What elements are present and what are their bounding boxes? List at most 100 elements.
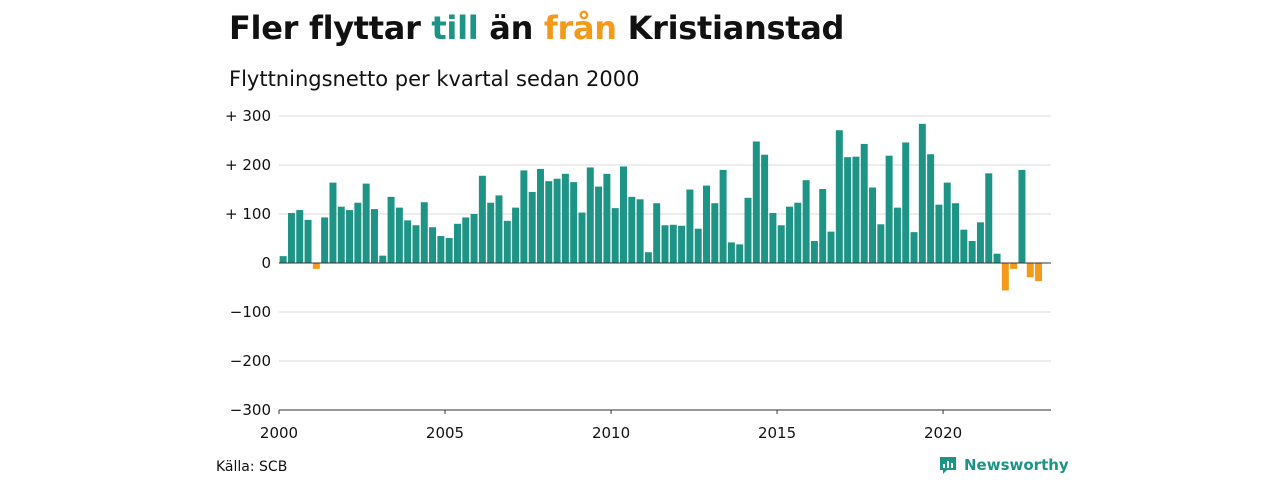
- bar-2021-q3: [993, 253, 1001, 263]
- y-tick-label: −100: [230, 303, 271, 321]
- bar-2010-q2: [620, 166, 627, 263]
- bar-2008-q2: [553, 178, 561, 263]
- bar-2002-q4: [370, 209, 378, 263]
- title-part-middle: än: [478, 9, 544, 47]
- title-part-end: Kristianstad: [616, 9, 845, 47]
- bar-2002-q3: [362, 183, 370, 263]
- bar-2008-q4: [570, 182, 578, 263]
- bar-2010-q1: [611, 208, 619, 263]
- bar-2010-q4: [636, 199, 644, 263]
- x-tick-label: 2020: [924, 424, 962, 442]
- bar-2009-q1: [578, 212, 586, 263]
- bar-2006-q2: [487, 202, 495, 263]
- bar-2001-q4: [337, 206, 345, 263]
- newsworthy-logo-icon: [940, 457, 956, 474]
- bar-2022-q1: [1010, 263, 1018, 269]
- bar-2008-q1: [545, 181, 553, 263]
- bar-2004-q1: [412, 225, 420, 263]
- bar-2012-q1: [678, 225, 686, 263]
- bar-2017-q4: [869, 187, 877, 263]
- title-part-start: Fler flyttar: [229, 9, 432, 47]
- bar-2019-q1: [910, 232, 918, 263]
- bar-2018-q4: [902, 142, 910, 263]
- y-tick-label: + 200: [225, 156, 271, 174]
- bar-2015-q3: [794, 202, 802, 263]
- bar-2003-q3: [395, 207, 403, 263]
- bar-2016-q4: [835, 130, 843, 263]
- bar-2020-q2: [952, 203, 960, 263]
- bar-2020-q1: [943, 182, 951, 263]
- y-tick-label: 0: [261, 254, 271, 272]
- bar-2020-q3: [960, 229, 968, 263]
- bar-2004-q3: [429, 227, 437, 263]
- bar-2004-q2: [420, 202, 428, 263]
- x-tick-labels: 2000 2005 2010 2015 2020: [260, 424, 962, 442]
- y-tick-label: + 100: [225, 205, 271, 223]
- bar-2002-q2: [354, 202, 362, 263]
- bar-2000-q4: [304, 219, 312, 263]
- x-tick-label: 2010: [592, 424, 630, 442]
- y-tick-label: + 300: [225, 107, 271, 125]
- bar-2014-q1: [744, 197, 752, 263]
- bar-2001-q1: [312, 263, 320, 269]
- bar-2011-q4: [669, 224, 677, 263]
- x-tick-label: 2000: [260, 424, 298, 442]
- bar-2006-q1: [478, 175, 486, 263]
- page-title: Fler flyttar till än från Kristianstad: [229, 6, 844, 50]
- bar-2003-q1: [379, 255, 387, 263]
- bar-2021-q4: [1001, 263, 1009, 291]
- bar-2018-q2: [885, 155, 893, 263]
- bar-2015-q2: [786, 206, 793, 263]
- bar-2021-q1: [976, 222, 984, 263]
- bar-2014-q4: [769, 213, 777, 263]
- bar-2005-q2: [453, 223, 461, 263]
- bar-2009-q4: [603, 173, 611, 263]
- bar-2011-q2: [653, 203, 661, 263]
- bar-2006-q3: [495, 195, 503, 263]
- bar-2009-q3: [595, 186, 603, 263]
- bar-2002-q1: [346, 210, 354, 263]
- bar-2001-q2: [321, 217, 329, 263]
- bar-2011-q1: [644, 252, 652, 263]
- bar-2016-q3: [827, 231, 835, 263]
- source-note: Källa: SCB: [216, 459, 288, 475]
- x-tick-label: 2015: [758, 424, 796, 442]
- bar-2000-q3: [296, 210, 304, 263]
- bar-2003-q4: [404, 220, 412, 263]
- y-tick-label: −200: [230, 352, 271, 370]
- bar-2022-q2: [1018, 169, 1026, 263]
- bar-2013-q2: [719, 169, 727, 263]
- bar-2010-q3: [628, 196, 636, 263]
- bar-2007-q2: [520, 170, 528, 263]
- bar-2009-q2: [586, 167, 594, 263]
- bar-2001-q3: [329, 182, 337, 263]
- bar-2013-q1: [711, 203, 719, 263]
- brand-name: Newsworthy: [964, 456, 1069, 474]
- bar-2014-q2: [752, 141, 760, 263]
- bar-2007-q4: [537, 168, 544, 263]
- bar-2012-q3: [694, 228, 702, 263]
- bar-2012-q2: [686, 189, 694, 263]
- bar-2022-q4: [1035, 263, 1043, 282]
- axis-lines: [278, 262, 1051, 414]
- bar-2000-q1: [279, 256, 287, 263]
- bar-2018-q1: [877, 224, 885, 263]
- bar-2019-q3: [927, 154, 935, 263]
- bar-2007-q1: [512, 207, 520, 263]
- bar-2014-q3: [761, 154, 769, 263]
- bar-2003-q2: [387, 196, 395, 263]
- bar-2015-q1: [777, 225, 785, 263]
- bar-2012-q4: [703, 185, 710, 263]
- y-tick-label: −300: [230, 401, 271, 419]
- bar-2011-q3: [661, 225, 669, 263]
- bar-2013-q3: [727, 242, 735, 263]
- bar-2016-q1: [810, 240, 818, 263]
- y-tick-labels: −300 −200 −100 0 + 100 + 200 + 300: [225, 107, 271, 419]
- bar-2021-q2: [985, 173, 993, 263]
- bar-2005-q1: [445, 238, 453, 263]
- bar-2007-q3: [528, 191, 536, 263]
- bar-2016-q2: [819, 189, 827, 263]
- bar-2006-q4: [503, 220, 511, 263]
- x-tick-label: 2005: [426, 424, 464, 442]
